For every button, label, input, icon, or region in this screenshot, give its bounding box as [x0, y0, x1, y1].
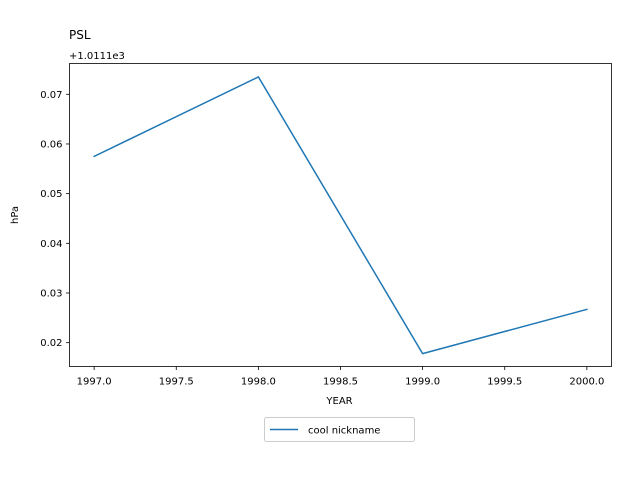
- plot-area: [69, 63, 612, 367]
- x-axis-label: YEAR: [325, 396, 352, 407]
- x-tick-label: 2000.0: [569, 377, 604, 388]
- x-tick-label: 1997.5: [159, 377, 194, 388]
- series-line-0: [93, 76, 588, 355]
- x-tick-label: 1999.0: [405, 377, 440, 388]
- y-axis-label: hPa: [10, 206, 21, 224]
- legend-frame: [264, 417, 415, 442]
- x-tick-label: 1998.0: [241, 377, 276, 388]
- legend-entry: cool nickname: [308, 426, 380, 437]
- x-tick-label: 1998.5: [323, 377, 358, 388]
- chart-title: PSL: [69, 28, 91, 42]
- legend: cool nickname: [264, 417, 415, 442]
- y-tick-label: 0.07: [40, 90, 62, 101]
- y-tick-label: 0.04: [40, 239, 62, 250]
- x-tick-label: 1999.5: [487, 377, 522, 388]
- x-tick-label: 1997.0: [77, 377, 112, 388]
- y-tick-label: 0.02: [40, 338, 62, 349]
- y-tick-label: 0.03: [40, 288, 62, 299]
- y-tick-label: 0.06: [40, 139, 62, 150]
- y-offset-label: +1.0111e3: [69, 51, 125, 62]
- y-axis: 0.02 0.03 0.04 0.05 0.06 0.07: [40, 90, 70, 349]
- x-axis: 1997.0 1997.5 1998.0 1998.5 1999.0 1999.5 2000…: [77, 366, 604, 388]
- y-tick-label: 0.05: [40, 189, 62, 200]
